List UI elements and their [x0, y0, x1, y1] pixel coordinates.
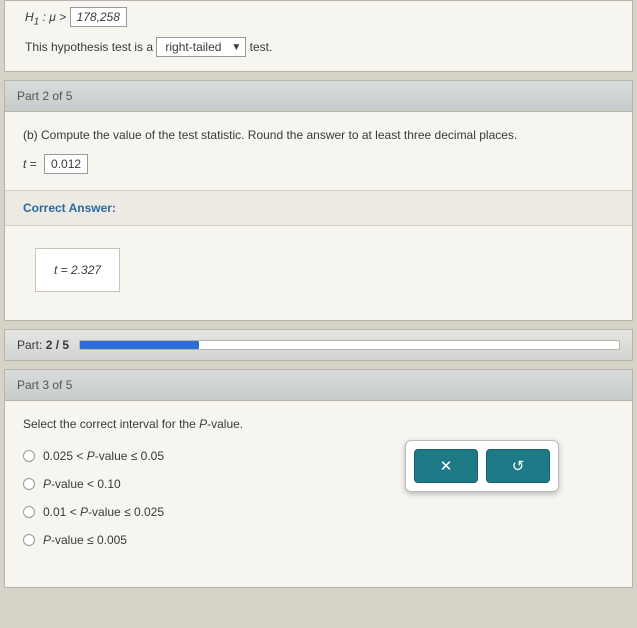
h1-value-input[interactable]: 178,258 — [70, 7, 127, 27]
close-icon: ✕ — [440, 457, 453, 475]
action-buttons: ✕ ↺ — [405, 440, 559, 492]
radio-icon[interactable] — [23, 450, 35, 462]
correct-answer-box: t = 2.327 — [35, 248, 120, 292]
alt-hypothesis: H1 : μ > 178,258 — [25, 7, 622, 27]
reset-button[interactable]: ↺ — [486, 449, 550, 483]
part1-fragment: H1 : μ > 178,258 This hypothesis test is… — [4, 0, 633, 72]
part3-header: Part 3 of 5 — [5, 370, 632, 401]
t-input-row: t = 0.012 — [23, 154, 614, 174]
correct-answer-header: Correct Answer: — [5, 190, 632, 226]
radio-icon[interactable] — [23, 478, 35, 490]
option-label: P-value < 0.10 — [43, 477, 121, 491]
radio-icon[interactable] — [23, 506, 35, 518]
tail-select[interactable]: right-tailed ▼ — [156, 37, 246, 57]
progress-bar — [79, 340, 620, 350]
option-row[interactable]: 0.01 < P-value ≤ 0.025 — [23, 505, 614, 519]
option-row[interactable]: P-value ≤ 0.005 — [23, 533, 614, 547]
part3-panel: Part 3 of 5 Select the correct interval … — [4, 369, 633, 588]
part3-prompt: Select the correct interval for the P-va… — [23, 417, 614, 431]
option-label: 0.01 < P-value ≤ 0.025 — [43, 505, 164, 519]
progress-label: Part: 2 / 5 — [17, 338, 69, 352]
part2-header: Part 2 of 5 — [5, 81, 632, 112]
part2-prompt: (b) Compute the value of the test statis… — [23, 128, 614, 142]
radio-icon[interactable] — [23, 534, 35, 546]
part2-panel: Part 2 of 5 (b) Compute the value of the… — [4, 80, 633, 321]
clear-button[interactable]: ✕ — [414, 449, 478, 483]
t-value-input[interactable]: 0.012 — [44, 154, 88, 174]
option-label: 0.025 < P-value ≤ 0.05 — [43, 449, 164, 463]
h1-symbol: H — [25, 10, 34, 24]
progress-fill — [80, 341, 199, 349]
chevron-down-icon: ▼ — [231, 42, 241, 53]
progress-row: Part: 2 / 5 — [4, 329, 633, 361]
test-type-sentence: This hypothesis test is a right-tailed ▼… — [25, 37, 622, 57]
reset-icon: ↺ — [512, 457, 525, 475]
option-label: P-value ≤ 0.005 — [43, 533, 127, 547]
